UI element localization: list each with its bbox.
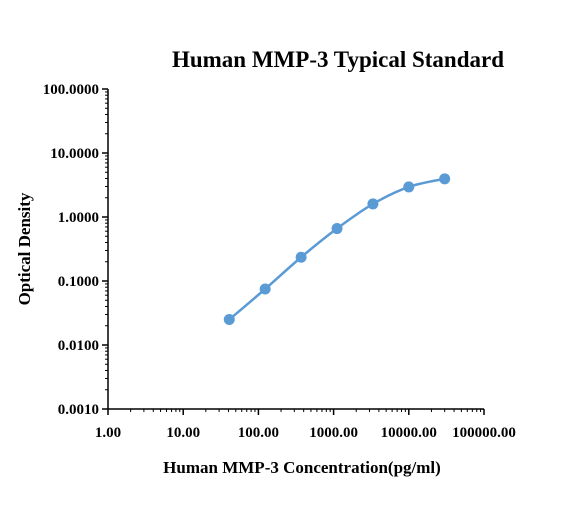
y-tick-label: 100.0000 [43, 82, 99, 98]
data-point [223, 314, 235, 326]
y-tick-label: 0.0100 [58, 338, 99, 354]
x-tick-label: 10000.00 [381, 425, 437, 441]
data-point [403, 181, 415, 193]
y-tick-label: 1.0000 [58, 210, 99, 226]
y-tick-label: 10.0000 [50, 146, 99, 162]
x-tick-label: 100.00 [238, 425, 279, 441]
x-tick-label: 1000.00 [309, 425, 358, 441]
chart-title: Human MMP-3 Typical Standard [172, 47, 504, 72]
data-point [367, 198, 379, 210]
x-axis: 1.00 10.00 100.00 1000.00 10000.00 100000.00 [95, 408, 516, 441]
y-tick-label: 0.0010 [58, 402, 99, 418]
data-point [259, 283, 271, 295]
y-axis: 0.0010 0.0100 0.1000 1.0000 10.0000 100.0000 [43, 82, 109, 418]
x-tick-label: 10.00 [166, 425, 200, 441]
series-line [228, 177, 445, 321]
x-tick-label: 100000.00 [452, 425, 516, 441]
plot-area [223, 173, 451, 326]
x-tick-label: 1.00 [95, 425, 121, 441]
data-point [439, 173, 451, 185]
x-axis-label: Human MMP-3 Concentration(pg/ml) [163, 458, 441, 477]
data-point [331, 223, 343, 235]
y-tick-label: 0.1000 [58, 274, 99, 290]
data-point [295, 251, 307, 263]
y-axis-label: Optical Density [15, 192, 34, 305]
